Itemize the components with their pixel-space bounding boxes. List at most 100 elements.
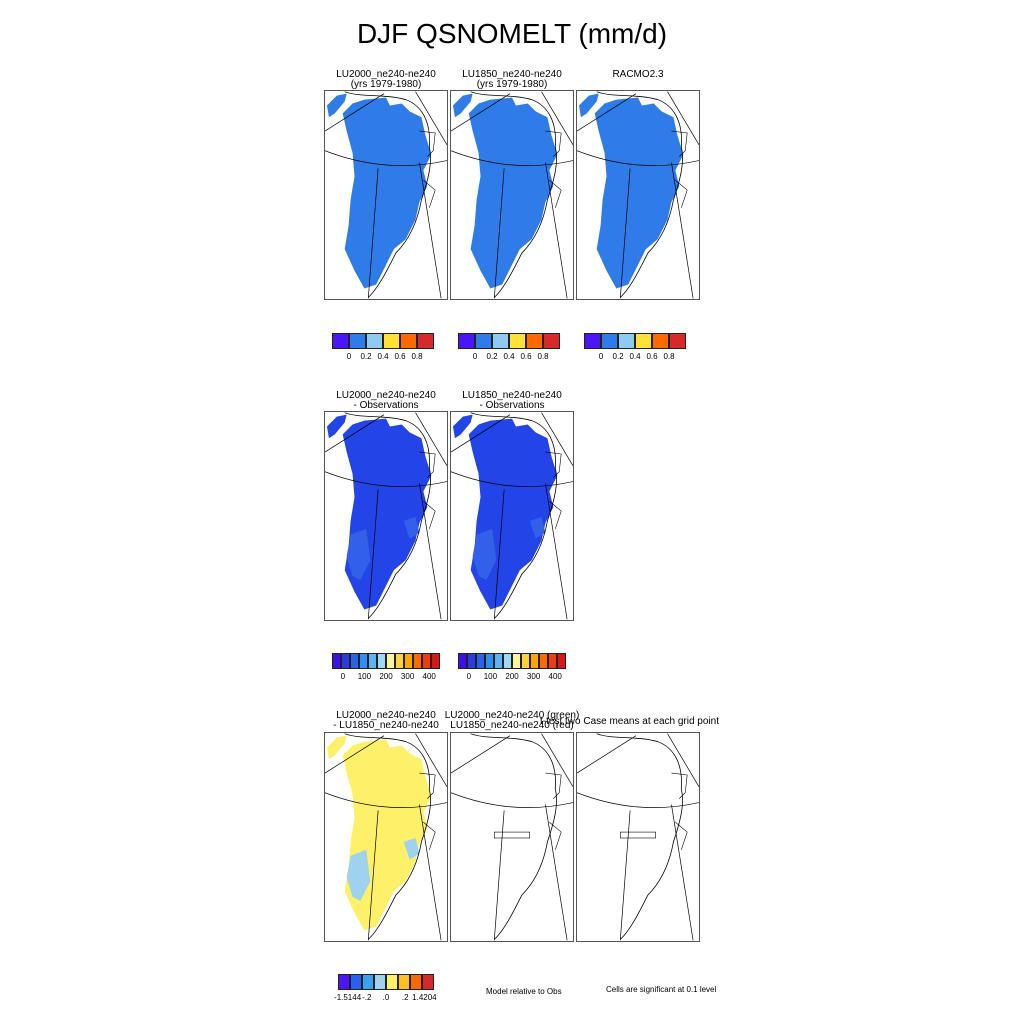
colorbar-label: 0.2 <box>612 352 624 361</box>
coastline <box>545 451 562 529</box>
colorbar-swatch <box>377 653 386 669</box>
colorbar-swatch <box>404 653 413 669</box>
ice-sheet-field <box>342 97 432 289</box>
colorbar-swatch <box>431 653 440 669</box>
colorbar-swatch <box>635 333 652 349</box>
colorbar-swatch <box>475 333 492 349</box>
latitude-line <box>577 792 699 808</box>
colorbar-label: 0 <box>466 672 472 681</box>
colorbar-swatch <box>539 653 548 669</box>
coastline <box>470 733 557 940</box>
colorbar-swatch <box>413 653 422 669</box>
ice-sheet-field <box>342 418 432 610</box>
coastline <box>671 772 688 850</box>
ice-cap-field <box>326 735 347 760</box>
greenland-map <box>451 91 573 299</box>
longitude-line <box>493 810 505 941</box>
colorbar-label: 0.2 <box>360 352 372 361</box>
longitude-line <box>419 804 442 941</box>
page-title: DJF QSNOMELT (mm/d) <box>356 18 668 49</box>
colorbar-label: 0.8 <box>411 352 423 361</box>
longitude-line <box>619 810 631 941</box>
colorbar-label: 0.8 <box>537 352 549 361</box>
colorbar-swatch <box>512 653 521 669</box>
coastline <box>671 130 688 208</box>
colorbar-swatch <box>509 333 526 349</box>
latitude-line <box>325 150 447 166</box>
colorbar: 0 0.2 0.4 0.6 0.8 <box>584 333 686 361</box>
coastline <box>596 733 683 940</box>
colorbar-swatch <box>350 974 362 990</box>
colorbar: 0 100 200 300 400 <box>332 653 440 681</box>
value-patch <box>529 516 546 539</box>
significance-box <box>619 831 657 839</box>
ice-cap-field <box>452 93 473 118</box>
colorbar-label: 200 <box>505 672 519 681</box>
greenland-map <box>451 412 573 620</box>
colorbar-swatch <box>395 653 404 669</box>
longitude-line <box>619 168 631 299</box>
panel-title: LU2000_ne240-ne240 - Observations <box>316 391 456 411</box>
longitude-line <box>577 93 637 132</box>
panel-title: LU2000_ne240-ne240 (yrs 1979-1980) <box>316 70 456 90</box>
panel-title-line1: LU1850_ne240-ne240 <box>462 69 562 80</box>
panel-title: LU2000_ne240-ne240 - LU1850_ne240-ne240 <box>316 711 456 731</box>
longitude-line <box>367 168 379 299</box>
colorbar-swatch <box>669 333 686 349</box>
colorbar-swatch <box>386 653 395 669</box>
greenland-map <box>325 733 447 941</box>
value-patch <box>346 528 371 580</box>
panel-title: LU1850_ne240-ne240 (yrs 1979-1980) <box>442 70 582 90</box>
panel-title-line1: LU2000_ne240-ne240 <box>336 390 436 401</box>
colorbar-swatch <box>543 333 560 349</box>
colorbar-swatch <box>341 653 350 669</box>
ice-cap-field <box>326 414 347 439</box>
coastline <box>344 91 431 298</box>
map-panel <box>576 732 700 942</box>
longitude-line <box>325 414 385 453</box>
map-panel <box>324 90 448 300</box>
colorbar-label: 100 <box>357 672 372 681</box>
colorbar-label: 200 <box>379 672 393 681</box>
panel-title-line2: - LU1850_ne240-ne240 <box>333 720 439 731</box>
colorbar-label: 0.8 <box>663 352 675 361</box>
panel-title-line2: - Observations <box>479 400 545 411</box>
value-patch <box>403 837 420 860</box>
latitude-line <box>451 150 573 166</box>
colorbar-swatch <box>601 333 618 349</box>
coastline <box>419 130 436 208</box>
panel-title-line1: LU2000_ne240-ne240 <box>336 69 436 80</box>
ttest-title: t-test two Case means at each grid point <box>540 716 719 727</box>
panel-title-line2: RACMO2.3 <box>612 69 664 80</box>
panel-title: RACMO2.3 <box>568 70 708 80</box>
greenland-map <box>325 412 447 620</box>
panel-title-line1: LU2000_ne240-ne240 (green) <box>444 710 580 721</box>
longitude-line <box>367 810 379 941</box>
coastline <box>344 412 431 619</box>
longitude-line <box>415 412 447 466</box>
colorbar-swatch <box>386 974 398 990</box>
longitude-line <box>415 733 447 787</box>
value-patch <box>403 516 420 539</box>
longitude-line <box>493 168 505 299</box>
longitude-line <box>545 483 568 620</box>
panel-title: LU1850_ne240-ne240 - Observations <box>442 391 582 411</box>
longitude-line <box>671 162 694 299</box>
latitude-line <box>451 792 573 808</box>
longitude-line <box>667 91 699 145</box>
ice-cap-field <box>326 93 347 118</box>
value-patch <box>346 849 371 901</box>
colorbar-swatch <box>368 653 377 669</box>
greenland-map <box>577 733 699 941</box>
longitude-line <box>545 804 568 941</box>
colorbar-label: .0 <box>382 993 390 1002</box>
longitude-line <box>325 93 385 132</box>
map-panel <box>450 90 574 300</box>
colorbar-swatch <box>400 333 417 349</box>
map-panel <box>450 411 574 621</box>
longitude-line <box>541 91 573 145</box>
ice-sheet-field <box>468 418 558 610</box>
panel-title-line2: LU1850_ne240-ne240 (red) <box>450 720 574 731</box>
colorbar-swatch <box>584 333 601 349</box>
longitude-line <box>419 162 442 299</box>
